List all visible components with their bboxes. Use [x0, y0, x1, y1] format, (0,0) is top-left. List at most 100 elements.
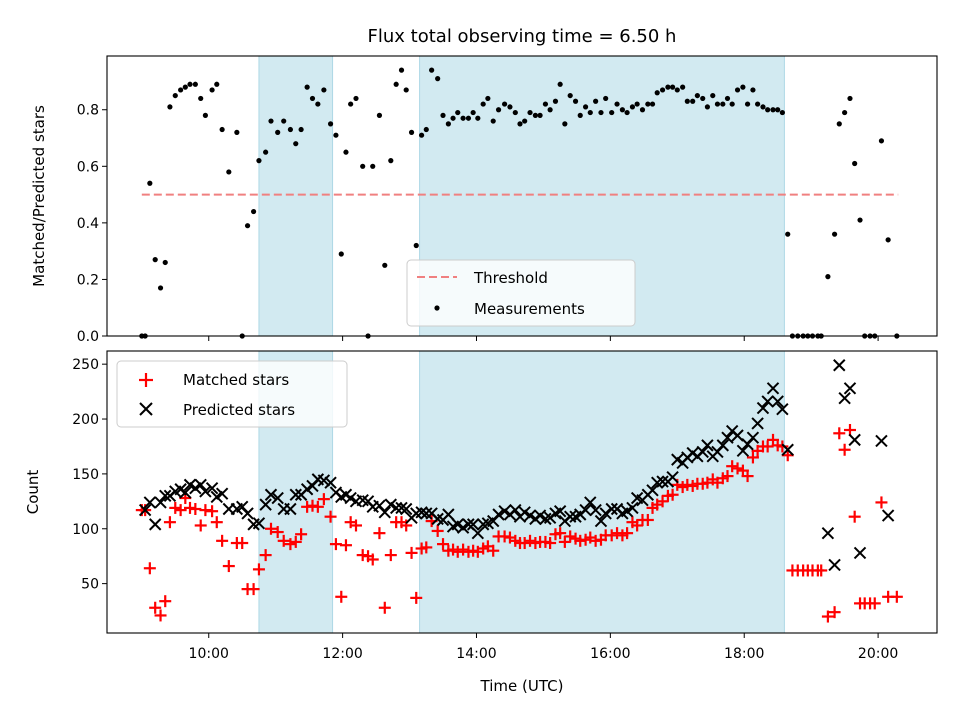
- predicted-star-point: [284, 502, 297, 516]
- matched-star-point: [289, 535, 302, 548]
- predicted-star-point: [442, 508, 455, 521]
- measurement-point: [167, 104, 173, 110]
- measurement-point: [315, 101, 321, 107]
- measurement-point: [214, 81, 220, 87]
- matched-star-point: [631, 519, 644, 532]
- measurement-point: [734, 87, 741, 93]
- predicted-star-point: [179, 486, 192, 499]
- predicted-star-point: [594, 514, 608, 528]
- bottom-x-tick-label: 10:00: [189, 646, 229, 662]
- measurement-point: [393, 81, 399, 87]
- measurement-point: [537, 112, 543, 118]
- predicted-star-point: [492, 508, 505, 521]
- measurement-point: [629, 104, 636, 110]
- measurement-point: [639, 107, 646, 113]
- bottom-y-tick-label: 150: [72, 467, 99, 483]
- measurement-point: [460, 115, 466, 121]
- matched-star-point: [295, 528, 308, 541]
- predicted-star-point: [736, 444, 750, 458]
- measurement-point: [490, 118, 496, 124]
- top-y-tick-label: 0.2: [77, 272, 99, 288]
- measurement-point: [582, 104, 589, 110]
- measurement-point: [649, 101, 656, 107]
- measurement-point: [440, 112, 446, 118]
- measurement-point: [298, 126, 304, 133]
- matched-star-point: [451, 545, 464, 558]
- predicted-star-point: [666, 470, 679, 484]
- predicted-star-point: [539, 512, 552, 526]
- measurement-point: [445, 121, 451, 127]
- predicted-star-point: [415, 506, 428, 519]
- measurement-point: [293, 141, 299, 147]
- measurement-point: [572, 98, 579, 104]
- predicted-star-point: [252, 517, 266, 530]
- measurement-point: [226, 169, 232, 175]
- measurement-point: [182, 84, 188, 90]
- measurement-point: [552, 98, 559, 104]
- measurement-point: [348, 101, 354, 107]
- measurement-point: [684, 98, 690, 104]
- matched-star-point: [143, 562, 156, 575]
- measurement-point: [250, 208, 257, 215]
- measurement-point: [878, 138, 885, 144]
- matched-star-point: [206, 505, 219, 518]
- predicted-star-point: [154, 496, 167, 509]
- measurement-point: [507, 104, 513, 110]
- predicted-star-point: [271, 491, 284, 505]
- matched-star-point: [605, 529, 618, 542]
- measurement-point: [219, 126, 225, 133]
- bottom-y-tick-label: 100: [72, 522, 99, 538]
- matched-star-point: [324, 510, 337, 523]
- matched-star-point: [247, 583, 260, 596]
- measurement-point: [413, 242, 419, 249]
- measurement-point: [760, 104, 766, 110]
- measurement-point: [542, 101, 549, 107]
- matched-star-point: [611, 527, 624, 540]
- matched-star-point: [284, 538, 297, 551]
- predicted-star-point: [828, 558, 841, 572]
- measurement-point: [614, 101, 620, 107]
- measurement-point: [603, 95, 609, 102]
- measurement-point: [147, 180, 153, 186]
- matched-star-point: [222, 560, 235, 573]
- measurement-point: [321, 87, 327, 93]
- bottom-shaded-region: [419, 350, 785, 634]
- matched-star-point: [621, 527, 634, 540]
- matched-star-point: [216, 534, 229, 547]
- predicted-star-point: [317, 474, 331, 487]
- matched-star-point: [378, 601, 391, 614]
- measurement-point: [885, 237, 891, 243]
- chart-title: Flux total observing time = 6.50 h: [368, 26, 677, 47]
- measurement-point: [547, 107, 553, 113]
- predicted-star-point: [853, 546, 867, 560]
- predicted-star-point: [259, 498, 272, 511]
- matched-star-point: [558, 535, 571, 548]
- predicted-star-point: [781, 443, 794, 456]
- measurement-point: [495, 107, 502, 113]
- matched-star-point: [641, 513, 654, 526]
- threshold-legend-label: Threshold: [473, 269, 548, 287]
- predicted-star-point: [746, 431, 760, 444]
- predicted-star-point: [395, 501, 408, 515]
- measurement-point: [157, 285, 164, 291]
- matched-star-point: [271, 526, 284, 539]
- matched-star-point: [848, 510, 861, 523]
- matched-star-point: [821, 610, 834, 623]
- matched-star-point: [518, 537, 531, 550]
- measurement-point: [435, 76, 441, 82]
- measurement-point: [281, 118, 287, 124]
- top-y-tick-label: 0.4: [77, 216, 99, 232]
- measurement-point: [234, 129, 240, 135]
- measurement-point: [263, 149, 269, 155]
- measurement-point: [388, 158, 394, 164]
- predicted-star-point: [389, 501, 403, 515]
- measurement-point: [152, 257, 158, 263]
- matched-star-point: [420, 541, 433, 554]
- matched-star-point: [252, 563, 265, 576]
- measurement-point: [710, 92, 716, 99]
- top-y-axis-label: Matched/Predicted stars: [30, 105, 48, 287]
- matched-star-point: [746, 451, 759, 464]
- predicted-star-point: [324, 476, 337, 489]
- measurement-point: [665, 84, 671, 90]
